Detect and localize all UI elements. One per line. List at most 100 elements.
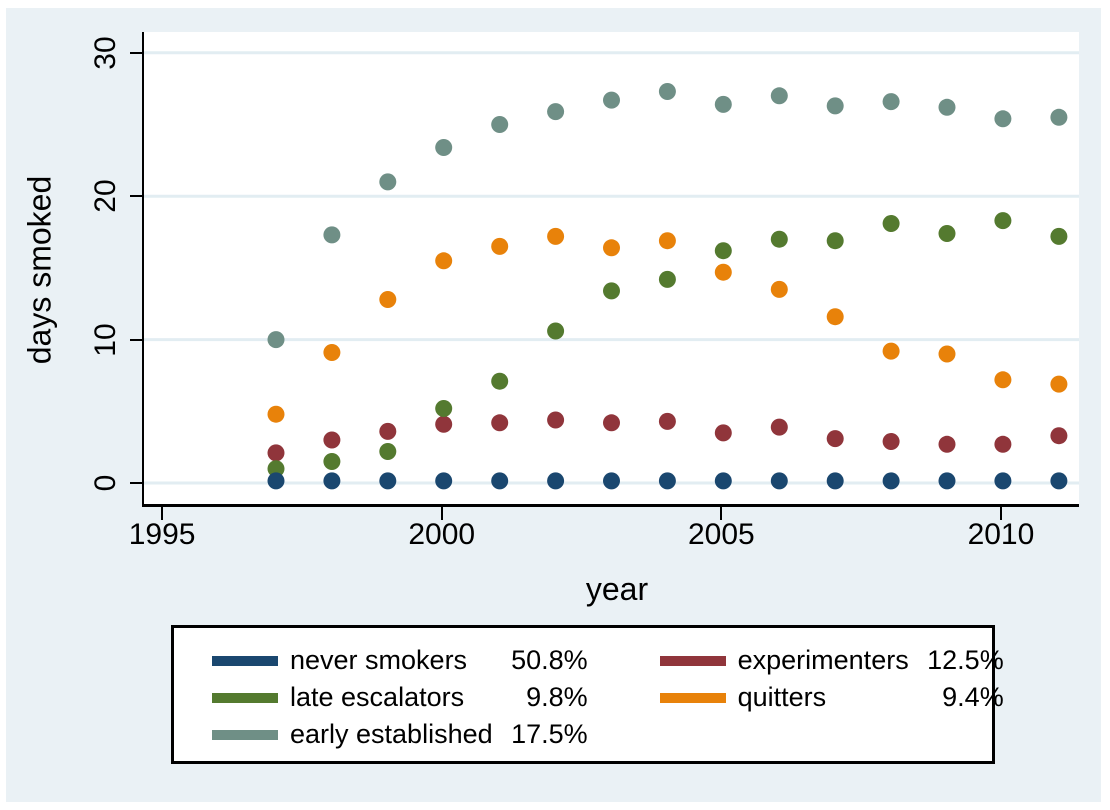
- point-late-escalators-2007: [826, 232, 844, 250]
- point-late-escalators-2004: [658, 270, 676, 288]
- point-never-smokers-2003: [603, 472, 620, 490]
- point-late-escalators-1997: [267, 460, 285, 478]
- point-early-established-1999: [379, 173, 397, 191]
- point-late-escalators-2011: [1050, 227, 1068, 245]
- point-early-established-1998: [323, 226, 341, 244]
- point-late-escalators-2002: [547, 322, 565, 340]
- legend-entry-experimenters: experimenters 12.5%: [659, 642, 1004, 679]
- point-experimenters-2006: [770, 418, 788, 436]
- y-tick-20: [130, 195, 142, 198]
- point-never-smokers-2010: [994, 472, 1012, 490]
- legend-grid: never smokers 50.8% late escalators 9.8%…: [212, 642, 1004, 753]
- point-late-escalators-2008: [882, 215, 900, 232]
- point-experimenters-1998: [323, 431, 341, 449]
- legend-percent: 9.4%: [942, 682, 1004, 712]
- point-early-established-2009: [938, 98, 956, 116]
- x-tick-label-1995: 1995: [128, 518, 196, 551]
- x-tick-2000: [440, 507, 443, 520]
- point-never-smokers-2009: [938, 472, 956, 490]
- point-never-smokers-2004: [658, 472, 676, 490]
- point-never-smokers-2006: [770, 472, 788, 490]
- legend-percent: 50.8%: [511, 645, 588, 675]
- legend-swatch-quitters: [659, 692, 726, 703]
- legend-entry-never-smokers: never smokers 50.8%: [212, 642, 588, 679]
- x-axis-title: year: [585, 571, 649, 607]
- plot-area: [142, 32, 1079, 507]
- point-early-established-2008: [882, 93, 900, 111]
- legend-label: quitters: [737, 682, 827, 712]
- point-experimenters-1997: [267, 444, 285, 462]
- point-quitters-1999: [379, 291, 397, 308]
- point-experimenters-2010: [994, 435, 1012, 453]
- point-quitters-2003: [603, 239, 620, 257]
- point-experimenters-2009: [938, 435, 956, 453]
- point-experimenters-2000: [435, 415, 453, 433]
- point-early-established-2000: [435, 139, 453, 156]
- point-experimenters-2008: [882, 433, 900, 450]
- point-early-established-2006: [770, 87, 788, 105]
- point-never-smokers-1998: [323, 472, 341, 490]
- x-tick-2005: [720, 507, 723, 520]
- legend-swatch-late-escalators: [212, 692, 278, 703]
- legend-label: late escalators: [290, 682, 465, 712]
- point-early-established-2001: [491, 116, 509, 133]
- point-experimenters-2007: [826, 430, 844, 448]
- legend-percent: 12.5%: [927, 645, 1004, 675]
- point-experimenters-1999: [379, 422, 397, 440]
- x-tick-1995: [161, 507, 164, 520]
- legend-label: experimenters: [737, 645, 909, 675]
- legend-swatch-experimenters: [659, 655, 726, 666]
- point-early-established-2007: [826, 97, 844, 115]
- point-quitters-2005: [714, 263, 732, 281]
- point-never-smokers-2000: [435, 472, 453, 490]
- scatter-plot: [144, 51, 1079, 490]
- legend-entry-late-escalators: late escalators 9.8%: [212, 679, 588, 716]
- legend-percent: 9.8%: [526, 682, 588, 712]
- point-quitters-2001: [491, 237, 509, 255]
- y-tick-label-20: 20: [89, 179, 122, 213]
- point-quitters-2011: [1050, 375, 1068, 393]
- point-experimenters-2001: [491, 414, 509, 432]
- point-quitters-2004: [658, 232, 676, 250]
- x-tick-2010: [999, 507, 1002, 520]
- point-experimenters-2002: [547, 411, 565, 429]
- y-tick-0: [130, 482, 142, 485]
- y-axis-title: days smoked: [21, 175, 58, 365]
- point-early-established-1997: [267, 331, 285, 349]
- y-tick-label-10: 10: [89, 322, 122, 357]
- point-quitters-1998: [323, 344, 341, 361]
- point-late-escalators-2009: [938, 225, 956, 242]
- legend-entry-early-established: early established 17.5%: [212, 716, 588, 753]
- point-never-smokers-1997: [267, 472, 285, 490]
- point-early-established-2004: [658, 83, 676, 100]
- point-early-established-2005: [714, 95, 732, 113]
- point-quitters-1997: [267, 405, 285, 423]
- point-late-escalators-2001: [491, 372, 509, 390]
- x-tick-label-2000: 2000: [408, 518, 476, 551]
- point-late-escalators-2000: [435, 400, 453, 417]
- point-never-smokers-2005: [714, 472, 732, 490]
- legend-percent: 17.5%: [511, 719, 588, 749]
- point-early-established-2011: [1050, 108, 1068, 126]
- point-experimenters-2011: [1050, 427, 1068, 445]
- legend-entry-quitters: quitters 9.4%: [659, 679, 1004, 716]
- point-never-smokers-2011: [1050, 472, 1068, 490]
- point-experimenters-2004: [658, 412, 676, 430]
- point-late-escalators-2010: [994, 212, 1012, 230]
- point-quitters-2009: [938, 345, 956, 363]
- point-late-escalators-1999: [379, 443, 397, 460]
- point-never-smokers-2007: [826, 472, 844, 490]
- legend-swatch-early-established: [212, 729, 278, 740]
- point-never-smokers-2002: [547, 472, 565, 490]
- legend: never smokers 50.8% late escalators 9.8%…: [171, 625, 1004, 764]
- point-experimenters-2005: [714, 424, 732, 442]
- legend-label: early established: [290, 719, 493, 749]
- y-tick-10: [130, 338, 142, 341]
- point-quitters-2002: [547, 227, 565, 245]
- point-late-escalators-2005: [714, 242, 732, 260]
- point-late-escalators-2006: [770, 230, 788, 248]
- point-never-smokers-2008: [882, 472, 900, 490]
- y-tick-30: [130, 51, 142, 54]
- point-early-established-2003: [603, 91, 620, 109]
